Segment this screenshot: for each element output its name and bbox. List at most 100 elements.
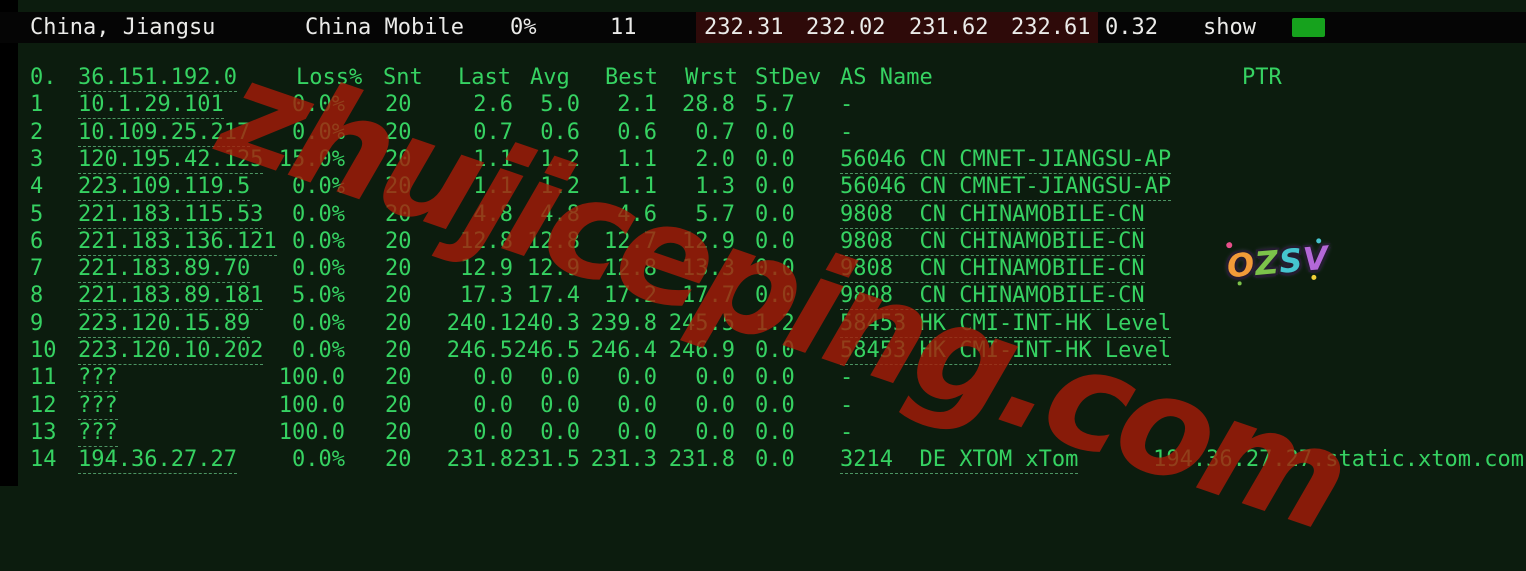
wrst-ms: 5.7 <box>695 201 735 227</box>
host-ip[interactable]: 223.120.15.89 <box>78 310 251 338</box>
loss-pct: 0.0% <box>292 447 345 473</box>
host-ip[interactable]: ??? <box>78 392 118 420</box>
hop-row-11: 11??? 100.0 20 0.0 0.0 0.0 0.0 0.0 - <box>0 364 1526 393</box>
host-ip[interactable]: 223.109.119.5 <box>78 174 251 202</box>
best-ms: 12.7 <box>604 228 657 254</box>
summary-latency-4: 232.61 <box>1011 15 1091 40</box>
wrst-ms: 12.9 <box>682 228 735 254</box>
snt-count: 20 <box>385 92 412 118</box>
host-ip[interactable]: 223.120.10.202 <box>78 338 264 365</box>
summary-location: China, Jiangsu <box>30 15 216 40</box>
wrst-ms: 0.0 <box>695 365 735 391</box>
stdev: 0.0 <box>755 338 795 363</box>
host-ip[interactable]: 221.183.136.121 <box>78 228 277 256</box>
header-snt: Snt <box>383 65 423 90</box>
hop-row-13: 13??? 100.0 20 0.0 0.0 0.0 0.0 0.0 - <box>0 419 1526 447</box>
stdev: 0.0 <box>755 365 795 391</box>
as-name[interactable]: 9808 CN CHINAMOBILE-CN <box>840 256 1145 284</box>
best-ms: 1.1 <box>617 146 657 172</box>
sticker-letter-V: V <box>1301 238 1331 279</box>
as-name: - <box>840 92 854 118</box>
as-name[interactable]: 56046 CN CMNET-JIANGSU-AP <box>840 174 1172 202</box>
host-ip[interactable]: 221.183.89.70 <box>78 256 251 284</box>
wrst-ms: 17.7 <box>682 283 735 309</box>
host-ip[interactable]: 194.36.27.27 <box>78 447 237 475</box>
summary-provider: China Mobile <box>305 15 464 40</box>
host-ip[interactable]: 10.1.29.101 <box>78 92 224 120</box>
last-ms: 12.9 <box>460 256 513 282</box>
last-ms: 231.8 <box>446 447 513 473</box>
hop-number: 1 <box>30 92 44 118</box>
show-link[interactable]: show <box>1203 15 1256 40</box>
last-ms: 12.8 <box>460 228 513 254</box>
host-ip[interactable]: 120.195.42.125 <box>78 146 264 174</box>
avg-ms: 17.4 <box>527 283 580 309</box>
status-indicator-button[interactable] <box>1292 18 1325 37</box>
best-ms: 246.4 <box>590 338 657 363</box>
header-best: Best <box>605 65 658 90</box>
loss-pct: 0.0% <box>292 174 345 200</box>
hop-number: 2 <box>30 119 44 145</box>
summary-count: 11 <box>610 15 637 40</box>
host-ip[interactable]: ??? <box>78 419 118 447</box>
summary-stdev: 0.32 <box>1105 15 1158 40</box>
best-ms: 231.3 <box>590 447 657 473</box>
last-ms: 17.3 <box>460 283 513 309</box>
hop-number: 9 <box>30 310 44 336</box>
as-name[interactable]: 9808 CN CHINAMOBILE-CN <box>840 283 1145 311</box>
sticker-letter-O: O <box>1225 245 1257 286</box>
as-name[interactable]: 9808 CN CHINAMOBILE-CN <box>840 201 1145 229</box>
hop-number: 12 <box>30 392 57 418</box>
hop-row-14: 14 194.36.27.27 0.0% 20 231.8 231.5 231.3 231.8… <box>0 446 1526 475</box>
wrst-ms: 0.7 <box>695 119 735 145</box>
source-ip-link[interactable]: 36.151.192.0 <box>78 65 237 92</box>
best-ms: 0.0 <box>617 419 657 445</box>
hop-number: 8 <box>30 283 44 309</box>
stdev: 0.0 <box>755 392 795 418</box>
avg-ms: 231.5 <box>513 447 580 473</box>
avg-ms: 12.9 <box>527 256 580 282</box>
last-ms: 1.1 <box>473 174 513 200</box>
header-hop: 0. <box>30 65 57 90</box>
as-name: - <box>840 365 854 391</box>
loss-pct: 5.0% <box>292 283 345 309</box>
snt-count: 20 <box>385 228 412 254</box>
stdev: 0.0 <box>755 146 795 172</box>
hop-number: 13 <box>30 419 57 445</box>
hop-number: 11 <box>30 365 57 391</box>
latency-highlight-background <box>696 12 1098 43</box>
loss-pct: 0.0% <box>292 92 345 118</box>
avg-ms: 5.0 <box>540 92 580 118</box>
stdev: 0.0 <box>755 447 795 473</box>
loss-pct: 0.0% <box>292 310 345 336</box>
snt-count: 20 <box>385 392 412 418</box>
loss-pct: 100.0 <box>278 392 345 418</box>
loss-pct: 0.0% <box>292 119 345 145</box>
summary-latency-1: 232.31 <box>704 15 784 40</box>
host-ip[interactable]: 221.183.115.53 <box>78 201 264 229</box>
loss-pct: 100.0 <box>278 419 345 445</box>
summary-bar: China, Jiangsu China Mobile 0% 11 232.31… <box>0 12 1526 43</box>
last-ms: 2.6 <box>473 92 513 118</box>
hop-number: 5 <box>30 201 44 227</box>
last-ms: 246.5 <box>446 338 513 363</box>
hop-row-1: 1 10.1.29.101 0.0% 20 2.6 5.0 2.1 28.8 5.7 - <box>0 91 1526 120</box>
last-ms: 0.0 <box>473 392 513 418</box>
as-name[interactable]: 9808 CN CHINAMOBILE-CN <box>840 228 1145 256</box>
snt-count: 20 <box>385 119 412 145</box>
loss-pct: 15.0% <box>278 146 345 172</box>
snt-count: 20 <box>385 146 412 172</box>
as-name[interactable]: 56046 CN CMNET-JIANGSU-AP <box>840 146 1172 174</box>
loss-pct: 0.0% <box>292 256 345 282</box>
as-name: - <box>840 419 854 445</box>
host-ip[interactable]: ??? <box>78 365 118 393</box>
as-name[interactable]: 58453 HK CMI-INT-HK Level <box>840 338 1172 365</box>
sticker-letter-Z: Z <box>1253 242 1281 283</box>
hop-row-9: 9 223.120.15.89 0.0% 20 240.1 240.3 239.8 245.5… <box>0 310 1526 338</box>
as-name[interactable]: 3214 DE XTOM xTom <box>840 447 1079 475</box>
as-name[interactable]: 58453 HK CMI-INT-HK Level <box>840 310 1172 338</box>
summary-latency-2: 232.02 <box>806 15 886 40</box>
host-ip[interactable]: 10.109.25.217 <box>78 119 251 147</box>
host-ip[interactable]: 221.183.89.181 <box>78 283 264 311</box>
best-ms: 1.1 <box>617 174 657 200</box>
